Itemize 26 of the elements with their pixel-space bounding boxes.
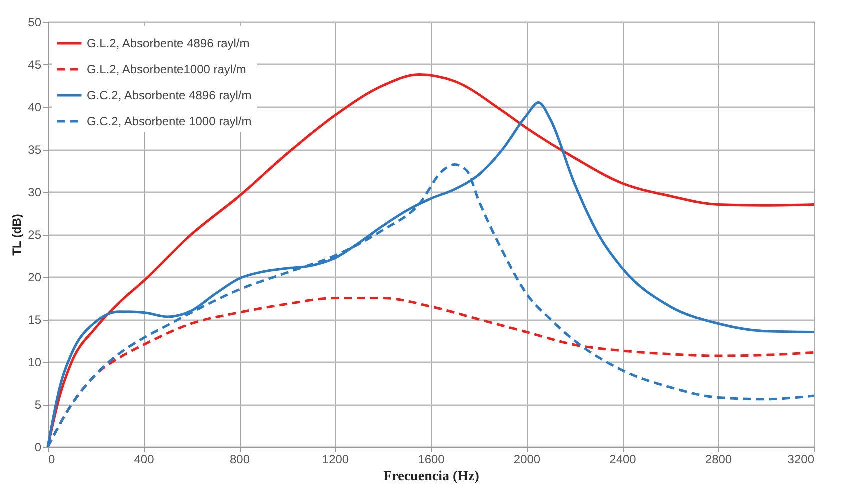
y-tick-label: 10 <box>28 356 42 370</box>
x-tick-label: 1200 <box>322 452 350 466</box>
y-tick-label: 0 <box>34 440 42 454</box>
y-tick-label: 5 <box>34 398 42 412</box>
x-tick-label: 1600 <box>418 452 446 466</box>
y-tick-label: 45 <box>28 58 42 72</box>
y-tick-label: 50 <box>28 16 42 30</box>
legend-label: G.C.2, Absorbente 1000 rayl/m <box>87 114 252 128</box>
y-tick-label: 30 <box>28 186 42 200</box>
y-tick-label: 15 <box>28 313 42 327</box>
y-tick-label: 20 <box>28 270 42 284</box>
x-tick-label: 2000 <box>514 452 541 466</box>
x-tick-label: 400 <box>134 452 155 466</box>
y-axis-title: TL (dB) <box>10 214 24 256</box>
x-tick-label: 2400 <box>610 452 637 466</box>
legend-label: G.L.2, Absorbente1000 rayl/m <box>87 62 246 76</box>
y-tick-label: 25 <box>28 228 42 242</box>
y-tick-label: 35 <box>28 143 42 157</box>
legend-label: G.C.2, Absorbente 4896 rayl/m <box>87 88 252 102</box>
x-tick-label: 0 <box>48 452 56 466</box>
legend-label: G.L.2, Absorbente 4896 rayl/m <box>87 36 250 50</box>
x-tick-label: 3200 <box>788 452 815 466</box>
x-tick-label: 2800 <box>705 452 732 466</box>
y-tick-label: 40 <box>28 100 42 114</box>
x-tick-label: 800 <box>230 452 250 466</box>
x-axis-title: Frecuencia (Hz) <box>384 470 480 484</box>
